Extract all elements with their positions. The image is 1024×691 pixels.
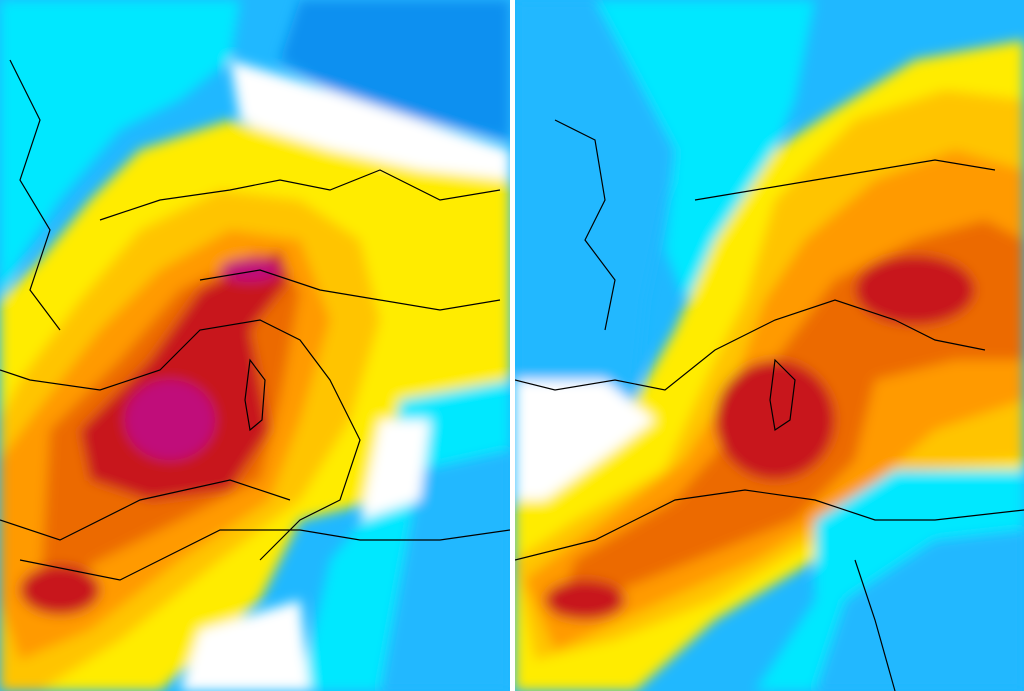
coastlines-and-borders	[0, 59, 510, 581]
hot-area-south	[545, 580, 625, 620]
right-temperature-map	[515, 0, 1024, 691]
neutral-area-south	[180, 600, 310, 691]
neutral-band-north	[230, 60, 510, 200]
right-map-panel	[515, 0, 1024, 691]
cold-area-northeast	[280, 0, 510, 140]
panel-divider	[510, 0, 515, 691]
left-temperature-map	[0, 0, 510, 691]
cold-area-northwest	[0, 0, 240, 300]
hot-area-central-med	[715, 360, 835, 480]
extreme-heat-alps	[220, 258, 280, 282]
extreme-heat-magenta	[125, 380, 215, 460]
neutral-area-sea	[360, 420, 430, 520]
left-map-panel	[0, 0, 510, 691]
cold-area-north	[595, 0, 815, 300]
cool-area-southeast	[815, 530, 1024, 691]
hot-area-south	[20, 565, 100, 615]
coastlines-and-borders	[515, 119, 1024, 691]
hot-area-balkans	[855, 255, 975, 325]
cool-area-southeast	[380, 450, 510, 691]
neutral-area-west	[515, 380, 655, 500]
